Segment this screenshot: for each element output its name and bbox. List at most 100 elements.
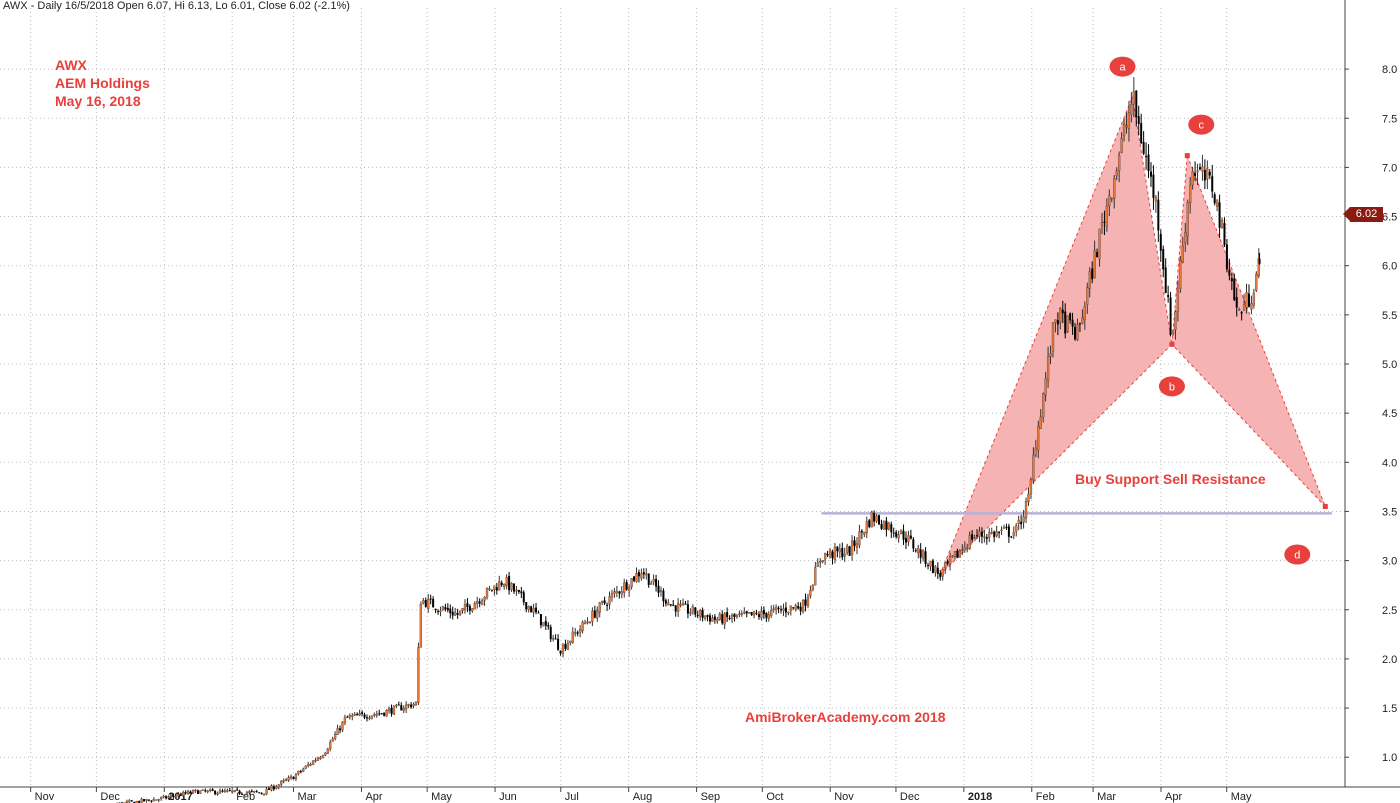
candle-body — [157, 799, 160, 801]
candle-body — [130, 800, 133, 802]
candle — [397, 701, 400, 706]
candle — [669, 604, 672, 607]
candle — [811, 584, 815, 592]
candle-body — [988, 532, 991, 538]
candle — [860, 529, 863, 540]
candle — [978, 526, 981, 543]
candle — [275, 784, 278, 790]
candle — [478, 598, 481, 608]
candle-body — [625, 582, 628, 590]
candle-body — [265, 788, 268, 795]
candle — [1064, 303, 1067, 339]
candle — [466, 598, 469, 613]
candle — [228, 788, 231, 792]
candle — [721, 610, 724, 625]
candle — [1189, 176, 1192, 214]
candle — [657, 580, 660, 597]
candle-body — [657, 585, 660, 593]
candle — [253, 790, 256, 794]
candle — [921, 549, 925, 562]
candle — [485, 587, 489, 600]
candle-body — [191, 790, 195, 793]
candle-body — [596, 610, 599, 619]
candle-body — [402, 708, 405, 711]
candle — [1002, 524, 1006, 529]
candle-body — [836, 546, 839, 552]
y-tick-label: 3.5 — [1382, 506, 1397, 518]
candle — [804, 593, 807, 612]
candle-body — [1039, 416, 1042, 429]
candle-body — [635, 573, 638, 582]
candle-body — [613, 591, 616, 594]
candle-body — [885, 520, 888, 530]
candle — [799, 602, 802, 616]
candle — [1022, 509, 1025, 529]
candle-body — [201, 789, 204, 791]
candle-body — [1132, 91, 1135, 105]
candle — [417, 642, 420, 706]
candle-body — [1015, 525, 1018, 532]
candle-body — [417, 647, 420, 703]
x-tick-label: 2017 — [168, 791, 192, 803]
candle — [515, 586, 518, 596]
candle-body — [902, 530, 905, 540]
candle — [789, 605, 792, 616]
candle-body — [1245, 292, 1248, 308]
candle — [387, 706, 391, 714]
candle — [194, 789, 197, 793]
candle — [848, 545, 851, 557]
candle — [348, 713, 351, 720]
candle-body — [1088, 271, 1091, 289]
point-label-b: b — [1169, 381, 1175, 393]
candle — [1145, 142, 1148, 170]
candle — [1198, 163, 1201, 171]
candle — [380, 713, 383, 715]
candle-body — [1145, 155, 1148, 158]
candle-body — [162, 795, 165, 798]
candle — [370, 715, 374, 720]
candle-body — [699, 609, 702, 617]
candle — [1154, 194, 1158, 213]
candle-body — [353, 713, 356, 716]
candle-body — [439, 610, 442, 613]
candle-body — [708, 615, 711, 622]
candle — [284, 777, 288, 782]
candle-body — [650, 583, 653, 585]
candle-body — [936, 567, 939, 574]
candle-body — [917, 547, 920, 553]
candle-body — [1096, 252, 1099, 258]
candle-body — [361, 712, 364, 714]
candle-body — [674, 605, 677, 612]
candle-body — [270, 785, 273, 791]
candle — [1005, 523, 1008, 530]
candle-body — [627, 587, 631, 591]
candle — [723, 612, 726, 630]
candle — [1152, 165, 1155, 210]
candle-body — [495, 587, 498, 591]
candle — [1169, 291, 1172, 337]
candle — [309, 762, 312, 767]
candle — [939, 569, 942, 581]
candle-body — [1024, 501, 1028, 519]
candle-body — [569, 640, 572, 643]
candle-body — [941, 568, 944, 577]
candle-body — [1157, 199, 1160, 231]
candle — [583, 619, 587, 625]
candle — [265, 787, 268, 796]
candle — [270, 784, 273, 792]
candle — [895, 530, 898, 539]
candle — [730, 613, 734, 623]
candle — [410, 701, 413, 709]
candle-body — [466, 603, 469, 607]
candle-body — [1230, 278, 1233, 282]
candle — [907, 530, 910, 547]
candle — [765, 612, 768, 623]
candle — [946, 559, 949, 566]
x-tick-label: Feb — [1036, 791, 1055, 803]
candle — [934, 565, 937, 577]
candle-body — [189, 791, 192, 794]
candle — [495, 582, 498, 595]
candle-body — [380, 713, 383, 715]
pattern-triangle-bcd — [1171, 155, 1326, 507]
point-bubble-b — [1158, 376, 1185, 397]
